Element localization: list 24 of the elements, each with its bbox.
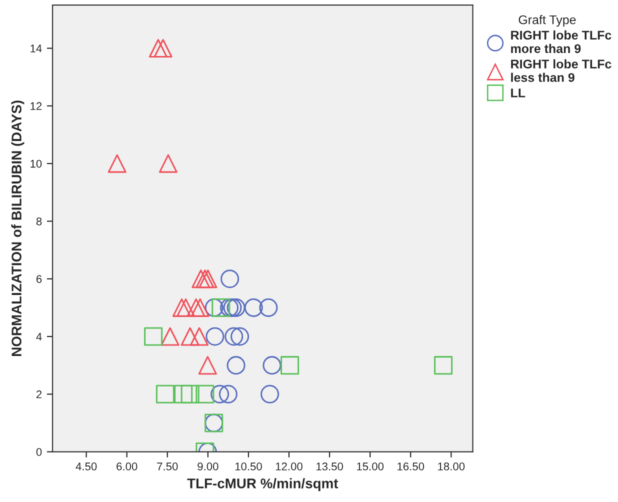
legend-label: LL xyxy=(511,88,526,98)
x-axis-title: TLF-cMUR %/min/sqmt xyxy=(187,478,338,492)
x-tick-label: 12.00 xyxy=(276,462,302,470)
y-tick-label: 8 xyxy=(36,217,42,226)
legend-label: RIGHT lobe TLFc more than 9 xyxy=(511,30,612,54)
x-tick-label: 18.00 xyxy=(438,462,465,470)
y-axis-title: NORMALIZATION of BILIRUBIN (DAYS) xyxy=(11,100,24,356)
x-tick-label: 6.00 xyxy=(116,462,138,470)
x-tick-label: 13.50 xyxy=(316,462,344,470)
legend-label: RIGHT lobe TLFc less than 9 xyxy=(511,59,612,82)
y-tick-label: 2 xyxy=(36,390,42,398)
x-tick-label: 15.00 xyxy=(357,462,384,470)
y-tick-label: 14 xyxy=(30,44,42,52)
y-tick-label: 12 xyxy=(30,102,42,110)
x-tick-label: 9.00 xyxy=(198,462,218,470)
x-tick-label: 4.50 xyxy=(76,462,97,470)
y-tick-label: 10 xyxy=(30,160,42,168)
x-tick-label: 7.50 xyxy=(157,462,178,470)
y-tick-label: 0 xyxy=(36,448,42,456)
x-tick-label: 16.50 xyxy=(398,462,424,470)
x-tick-label: 10.50 xyxy=(235,462,262,470)
legend-title: Graft Type xyxy=(518,15,576,27)
y-tick-label: 4 xyxy=(36,332,42,341)
y-tick-label: 6 xyxy=(36,275,42,283)
